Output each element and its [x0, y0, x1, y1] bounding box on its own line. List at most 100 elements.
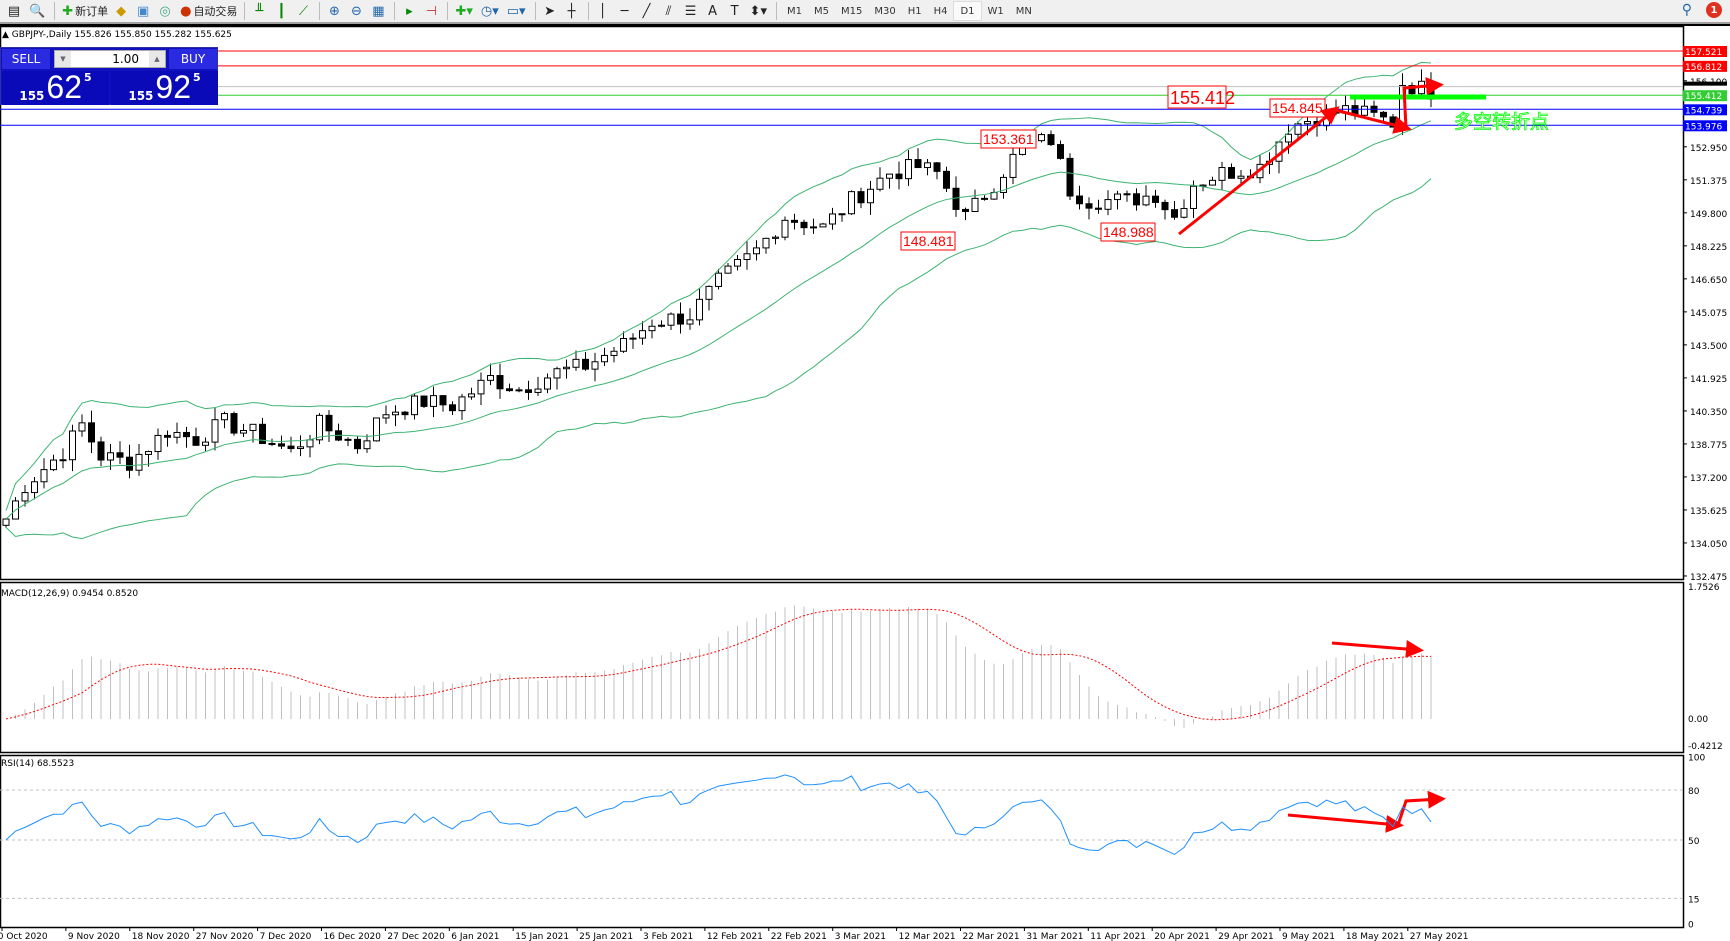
candle-body [1009, 153, 1017, 178]
navigator-icon: ▣ [136, 3, 150, 19]
candle-body [1180, 207, 1188, 218]
candle-body [59, 459, 67, 462]
timeframe-h4[interactable]: H4 [933, 5, 948, 17]
line-chart-button[interactable]: ⟋ [293, 1, 315, 21]
candle-body [458, 396, 466, 412]
candle-body [857, 191, 865, 204]
buy-button[interactable]: BUY [169, 49, 217, 69]
candlestick-button[interactable]: ┃ [271, 1, 293, 21]
timeframe-m5[interactable]: M5 [813, 5, 829, 17]
new-order-button[interactable]: ✚ 新订单 [59, 1, 111, 21]
price-axis-label: 138.775 [1690, 441, 1727, 451]
candles [2, 69, 1435, 528]
rsi-axis-label: 100 [1688, 754, 1705, 764]
date-label: 27 Dec 2020 [387, 932, 445, 941]
lots-increase-button[interactable]: ▲ [149, 51, 165, 67]
navigator-button[interactable]: ▣ [133, 1, 155, 21]
candle-body [867, 188, 874, 204]
timeframe-m15[interactable]: M15 [840, 5, 863, 17]
candle-body [316, 414, 323, 441]
candle-body [943, 170, 950, 189]
notification-badge[interactable]: 1 [1706, 2, 1722, 18]
buy-price[interactable]: 155 92 5 [111, 71, 218, 105]
rsi-axis-label: 50 [1688, 837, 1700, 847]
candle-body [886, 173, 893, 179]
candle-body [1076, 195, 1083, 205]
candle-body [126, 456, 133, 471]
market-watch-button[interactable]: ◆ [111, 1, 133, 21]
zoom-chart-button[interactable]: 🔍 [26, 1, 50, 21]
periods-button[interactable]: ◷▾ [478, 1, 504, 21]
timeframe-m30[interactable]: M30 [874, 5, 896, 17]
price-axis-label: 145.075 [1690, 309, 1727, 319]
trendline-button[interactable]: ╱ [637, 1, 659, 21]
candle-body [354, 438, 361, 450]
auto-trading-icon: ● [180, 3, 192, 19]
new-chart-button[interactable]: ▤ [4, 1, 26, 21]
autoscroll-button[interactable]: ▸ [399, 1, 421, 21]
fibonacci-icon: ☰ [684, 3, 697, 19]
candle-body [981, 197, 988, 200]
text-label-button[interactable]: T [725, 1, 747, 21]
chart-header: ▲ GBPJPY-,Daily 155.826 155.850 155.282 … [2, 30, 232, 40]
candle-body [610, 350, 618, 356]
horizontal-line-button[interactable]: ─ [615, 1, 637, 21]
timeframe-m1[interactable]: M1 [786, 5, 802, 17]
candle-body [553, 368, 561, 379]
auto-trading-button[interactable]: ● 自动交易 [177, 1, 240, 21]
date-label: 6 Jan 2021 [451, 932, 499, 941]
timeframe-w1[interactable]: W1 [987, 5, 1004, 17]
timeframe-mn[interactable]: MN [1015, 5, 1032, 17]
candle-body [325, 414, 333, 432]
buy-price-pips: 92 [155, 69, 191, 105]
candle-body [107, 452, 114, 461]
indicators-icon: ✚▾ [455, 3, 473, 19]
candle-body [211, 419, 219, 443]
zoom-out-button[interactable]: ⊖ [346, 1, 368, 21]
candle-body [1085, 203, 1093, 209]
price-axis-label: 148.225 [1690, 243, 1727, 253]
bar-chart-button[interactable]: ╨ [249, 1, 271, 21]
signals-button[interactable]: ◎ [155, 1, 177, 21]
indicators-button[interactable]: ✚▾ [452, 1, 477, 21]
tile-windows-button[interactable]: ▦ [368, 1, 390, 21]
candle-body [753, 247, 760, 255]
templates-button[interactable]: ▭▾ [504, 1, 531, 21]
candle-body [116, 452, 124, 458]
candle-body [382, 414, 390, 419]
price-axis-label: 134.050 [1690, 540, 1727, 550]
date-label: 16 Dec 2020 [324, 932, 382, 941]
macd-axis-label: -0.4212 [1688, 742, 1723, 752]
lots-input[interactable]: ▼ 1.00 ▲ [54, 50, 166, 68]
crosshair-button[interactable]: ┼ [562, 1, 584, 21]
arrows-button[interactable]: ⬍▾ [747, 1, 772, 21]
search-icon[interactable]: ⚲ [1681, 2, 1692, 18]
bar-chart-icon: ╨ [255, 3, 264, 19]
bollinger-band-m [5, 120, 1432, 520]
cursor-button[interactable]: ➤ [540, 1, 562, 21]
lots-decrease-button[interactable]: ▼ [55, 51, 71, 67]
timeframe-d1[interactable]: D1 [953, 1, 982, 21]
equidistant-channel-button[interactable]: ⫽ [659, 1, 681, 21]
candle-body [506, 388, 513, 392]
candle-body [952, 187, 960, 210]
candle-body [1209, 179, 1216, 186]
vertical-line-button[interactable]: │ [593, 1, 615, 21]
zoom-in-button[interactable]: ⊕ [324, 1, 346, 21]
text-button[interactable]: A [703, 1, 725, 21]
chart-shift-button[interactable]: ⊣ [421, 1, 443, 21]
candle-body [249, 423, 257, 431]
macd-axis-label: 0.00 [1688, 715, 1708, 725]
candle-body [591, 361, 599, 370]
zoom-chart-icon: 🔍 [29, 3, 46, 19]
toolbar: ▤ 🔍 ✚ 新订单 ◆ ▣ ◎ ● 自动交易 ╨ ┃ ⟋ ⊕ ⊖ ▦ ▸ ⊣ ✚▾ … [0, 0, 1730, 24]
candle-body [259, 423, 266, 444]
candle-body [31, 481, 38, 494]
timeframe-h1[interactable]: H1 [907, 5, 922, 17]
candle-body [1361, 105, 1368, 116]
sell-price-fraction: 5 [84, 71, 92, 84]
fibonacci-button[interactable]: ☰ [681, 1, 703, 21]
sell-price[interactable]: 155 62 5 [2, 71, 109, 105]
sell-button[interactable]: SELL [2, 49, 50, 69]
